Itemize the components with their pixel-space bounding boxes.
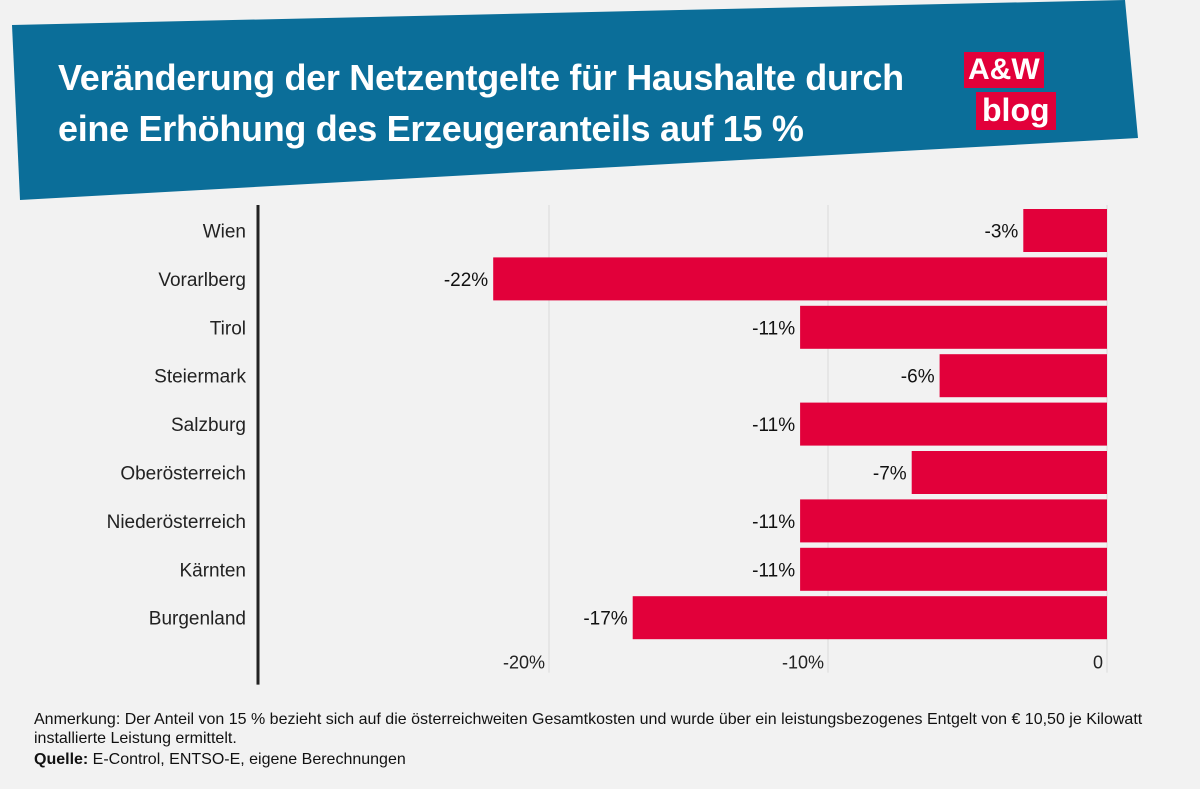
bar bbox=[800, 402, 1107, 446]
bar bbox=[800, 499, 1107, 543]
data-label: -22% bbox=[444, 270, 488, 291]
category-label: Oberösterreich bbox=[120, 464, 246, 485]
bar bbox=[632, 596, 1107, 640]
footer-source: Quelle: E-Control, ENTSO-E, eigene Berec… bbox=[34, 750, 1174, 769]
data-label: -3% bbox=[985, 222, 1019, 243]
category-label: Niederösterreich bbox=[107, 512, 246, 533]
footer: Anmerkung: Der Anteil von 15 % bezieht s… bbox=[34, 710, 1174, 769]
bar bbox=[1023, 209, 1107, 252]
bar bbox=[493, 257, 1107, 301]
source-label: Quelle: bbox=[34, 751, 89, 768]
bar bbox=[939, 354, 1107, 398]
category-label: Tirol bbox=[210, 318, 246, 339]
x-tick-label: 0 bbox=[1093, 653, 1103, 673]
data-label: -11% bbox=[752, 415, 795, 436]
footer-note: Anmerkung: Der Anteil von 15 % bezieht s… bbox=[34, 711, 1143, 747]
logo-line-1: A&W bbox=[964, 52, 1044, 88]
aw-blog-logo: A&W blog bbox=[958, 52, 1056, 132]
x-tick-label: -10% bbox=[782, 653, 824, 673]
header-banner bbox=[12, 0, 1138, 200]
x-tick-label: -20% bbox=[503, 653, 545, 673]
data-label: -7% bbox=[873, 464, 907, 485]
category-label: Wien bbox=[203, 222, 246, 243]
data-label: -11% bbox=[752, 318, 795, 339]
data-label: -17% bbox=[583, 609, 627, 630]
category-label: Steiermark bbox=[154, 367, 246, 388]
bar-chart: -20% -10% 0 -3% Wien -22% Vorarlberg -11% Tirol -… bbox=[107, 205, 1108, 685]
data-label: -6% bbox=[901, 367, 935, 388]
category-label: Vorarlberg bbox=[158, 270, 246, 291]
data-label: -11% bbox=[752, 512, 795, 533]
category-label: Kärnten bbox=[179, 560, 246, 581]
chart-title: Veränderung der Netzentgelte für Haushal… bbox=[58, 57, 904, 149]
bar bbox=[911, 451, 1107, 494]
category-label: Burgenland bbox=[149, 609, 246, 630]
data-label: -11% bbox=[752, 560, 795, 581]
source-text: E-Control, ENTSO-E, eigene Berechnungen bbox=[88, 751, 406, 768]
logo-line-2: blog bbox=[976, 92, 1056, 130]
bar bbox=[800, 305, 1107, 349]
bar bbox=[800, 547, 1107, 591]
category-label: Salzburg bbox=[171, 415, 246, 436]
